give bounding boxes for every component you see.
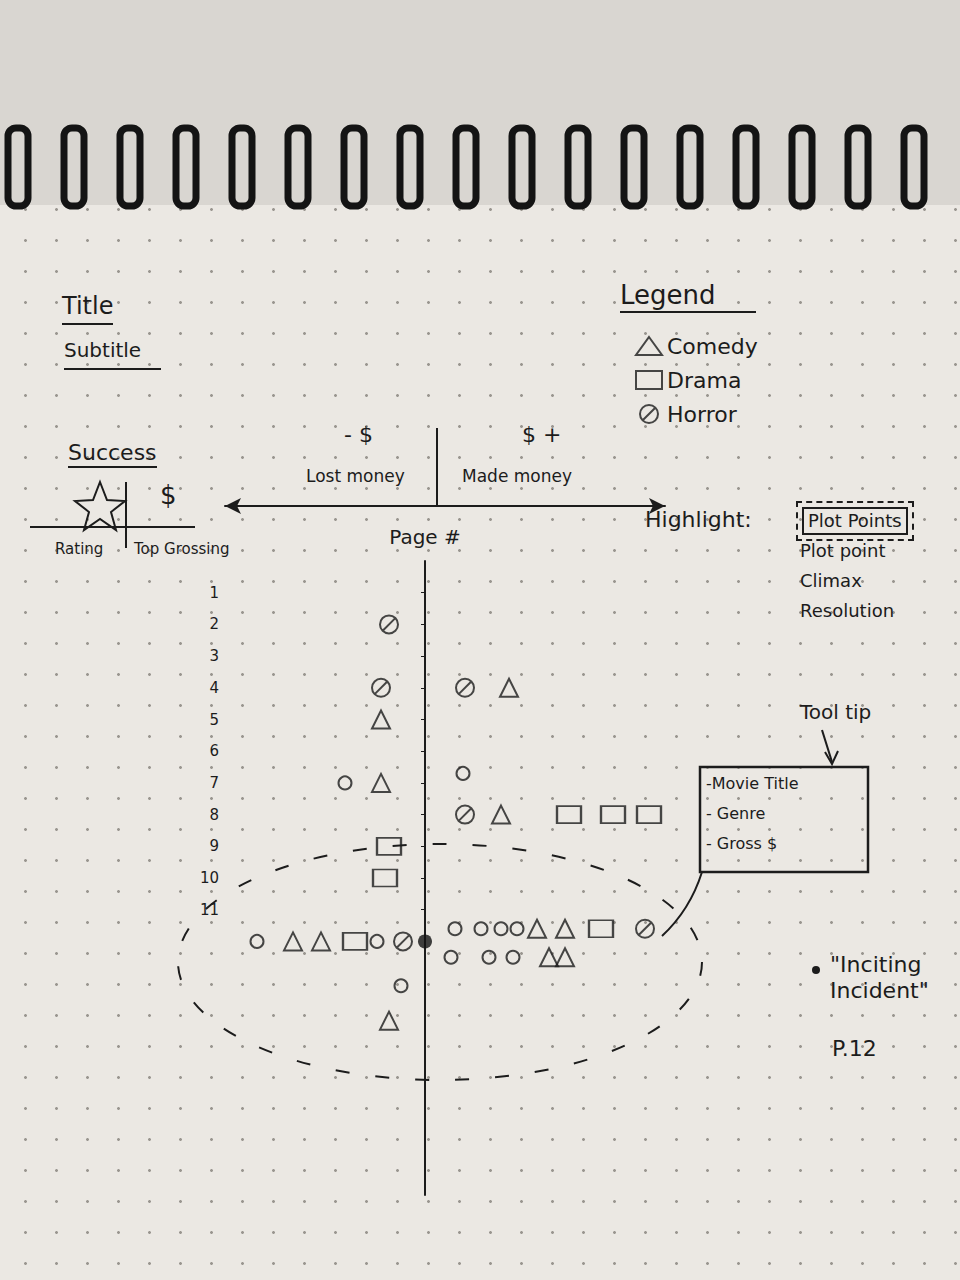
svg-text:Horror: Horror [667,402,738,427]
html-text:Top Grossing: Top Grossing [134,540,230,558]
html-text:P.12: P.12 [832,1036,877,1061]
svg-text:2: 2 [209,615,219,633]
html-text:"Inciting Incident": "Inciting Incident" [830,952,929,1004]
html-text:- Genre: - Genre [706,804,766,823]
svg-text:8: 8 [209,806,219,824]
html-text:Lost money: Lost money [306,466,405,486]
svg-text:5: 5 [209,711,219,729]
svg-text:1: 1 [209,584,219,602]
html-text:Rating: Rating [55,540,104,558]
html-text:Success: Success [68,440,157,465]
html-text:Title: Title [62,292,114,320]
svg-text:Comedy: Comedy [667,334,758,359]
html-text:- Gross $: - Gross $ [706,834,778,853]
html-text:Plot point: Plot point [800,540,886,561]
svg-text:7: 7 [209,774,219,792]
html-text:Made money: Made money [462,466,572,486]
html-text:Climax: Climax [800,570,862,591]
svg-text:9: 9 [209,837,219,855]
html-text:-Movie Title: -Movie Title [706,774,799,793]
svg-text:4: 4 [209,679,219,697]
svg-text:10: 10 [200,869,219,887]
svg-text:Drama: Drama [667,368,741,393]
html-text:Subtitle: Subtitle [64,338,142,362]
svg-text:3: 3 [209,647,219,665]
svg-text:6: 6 [209,742,219,760]
svg-text:11: 11 [200,901,219,919]
html-text:Plot Points: Plot Points [808,510,902,531]
html-text:Tool tip: Tool tip [800,700,872,724]
html-text:Highlight:: Highlight: [645,507,752,532]
html-text:Legend: Legend [620,280,716,310]
svg-text:Page #: Page # [389,525,461,549]
html-text:Resolution: Resolution [800,600,895,621]
